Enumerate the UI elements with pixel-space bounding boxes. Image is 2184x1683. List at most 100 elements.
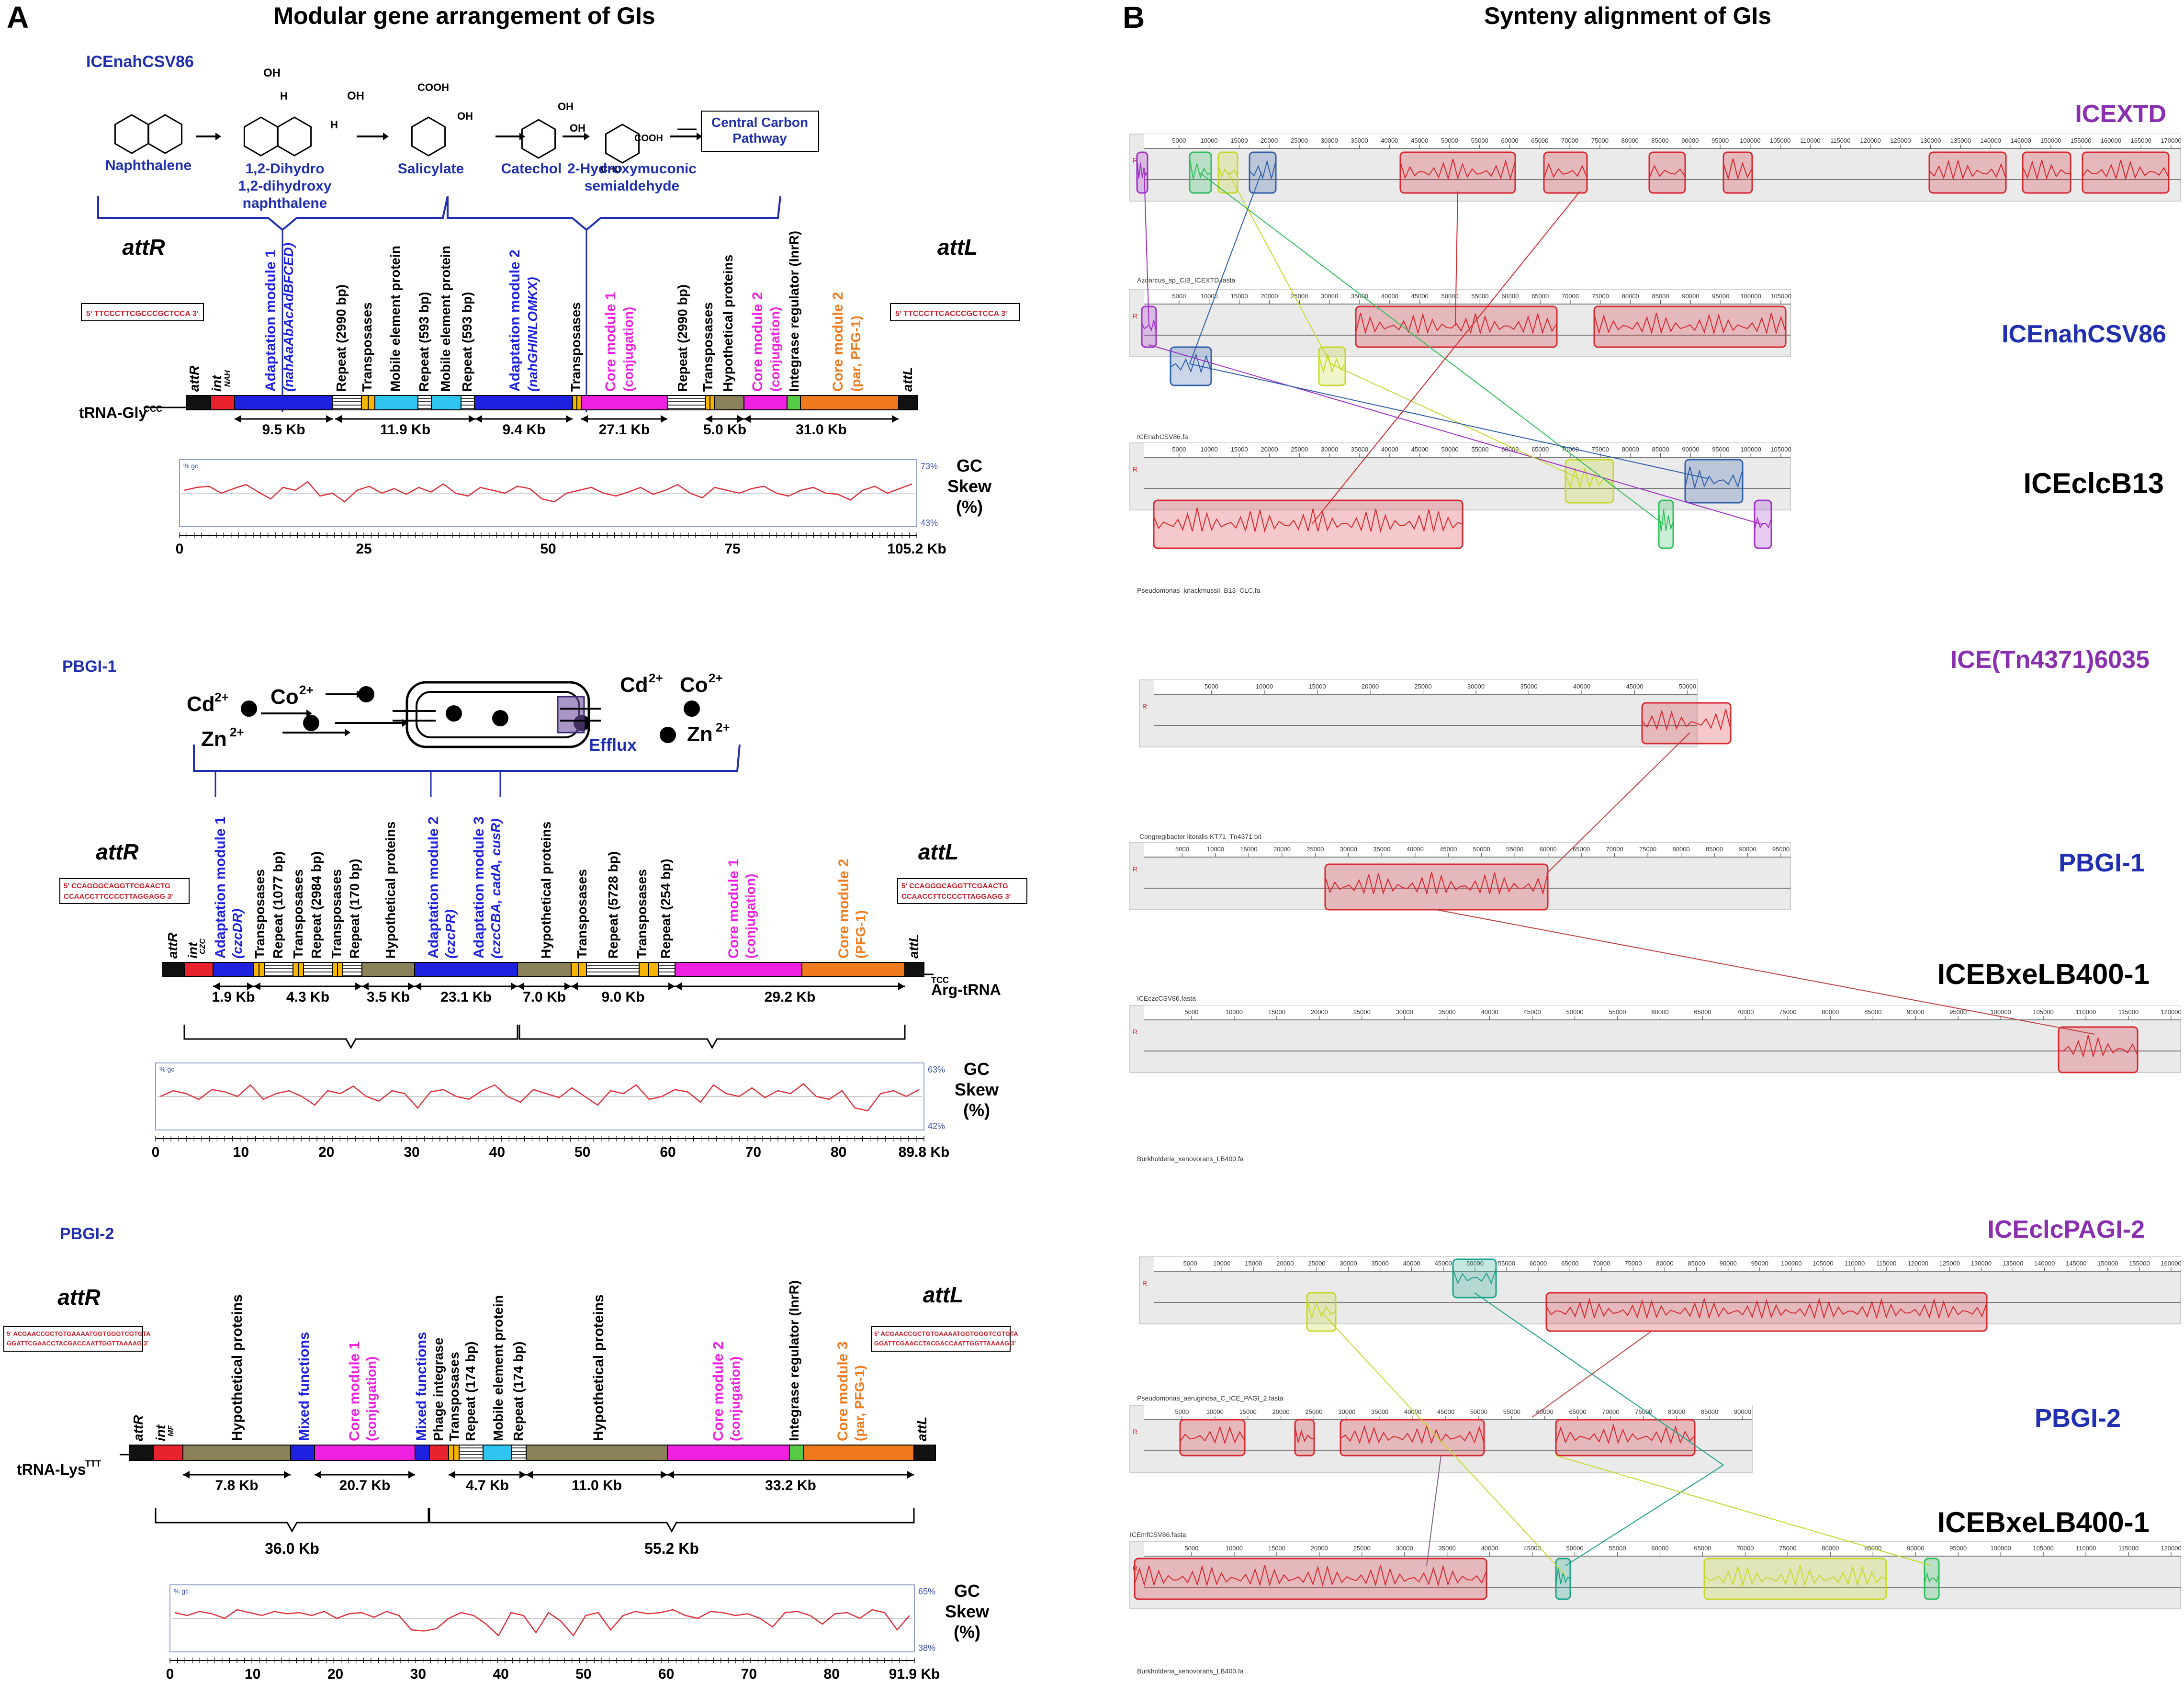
regulator-block bbox=[787, 395, 801, 410]
repeat-block bbox=[264, 962, 293, 977]
ruler-label: 10000 bbox=[1207, 846, 1224, 853]
axis-tick-label: 50 bbox=[574, 1144, 590, 1160]
adaptation-block bbox=[234, 395, 333, 410]
gene-label: Repeat (254 bp) bbox=[658, 859, 673, 959]
arrow-head bbox=[519, 1471, 526, 1479]
arrow-head bbox=[183, 1471, 190, 1479]
lcb-profile bbox=[1400, 158, 1516, 189]
ruler-label: 125000 bbox=[1939, 1260, 1960, 1267]
lcb-profile bbox=[1929, 158, 2006, 189]
atom: CHO bbox=[601, 164, 622, 175]
lcb-profile bbox=[1594, 313, 1786, 343]
gene-label: Mixed functions bbox=[296, 1332, 312, 1441]
gene-label: Core module 1 bbox=[603, 292, 619, 392]
file-label: ICEmfCSV86.fasta bbox=[1130, 1531, 1186, 1538]
gene-label: Core module 2 bbox=[836, 859, 852, 959]
attR-label: attR bbox=[122, 235, 165, 260]
size-label: 31.0 Kb bbox=[796, 422, 847, 438]
ruler-label: 125000 bbox=[1890, 137, 1911, 144]
ruler-bg bbox=[1144, 1405, 1752, 1420]
lcb-red bbox=[1593, 305, 1787, 348]
integrase-block bbox=[153, 1445, 183, 1461]
ruler-label: 150000 bbox=[2040, 137, 2061, 144]
ruler-label: 75000 bbox=[1635, 1408, 1652, 1415]
ruler-label: 85000 bbox=[1652, 446, 1669, 453]
ruler-label: 50000 bbox=[1679, 683, 1696, 690]
arrow-head bbox=[907, 1471, 914, 1479]
ruler-label: 45000 bbox=[1440, 846, 1457, 853]
arrow-head bbox=[306, 710, 312, 717]
attR-seq: 5' CCAGGGCAGGTTCGAACTG bbox=[64, 882, 170, 890]
gene-label: Core module 1 bbox=[347, 1342, 362, 1441]
lcb-red bbox=[1294, 1419, 1315, 1457]
gi-name: PBGI-2 bbox=[60, 1225, 114, 1243]
arrow-head bbox=[345, 729, 350, 736]
size-label: 3.5 Kb bbox=[367, 989, 410, 1005]
gc-max: 63% bbox=[928, 1065, 945, 1074]
size-label: 4.3 Kb bbox=[286, 989, 329, 1005]
gene-label: Adaptation module 2 bbox=[426, 816, 441, 959]
ruler-label: 115000 bbox=[1876, 1260, 1896, 1267]
gene-label: Transposases bbox=[700, 302, 715, 392]
hypothetical-block bbox=[182, 1445, 291, 1461]
core-block bbox=[743, 395, 788, 410]
size-label: 20.7 Kb bbox=[339, 1478, 391, 1493]
axis-tick-label: 91.9 Kb bbox=[889, 1666, 940, 1682]
ruler-label: 5000 bbox=[1184, 1008, 1198, 1016]
integrase-block bbox=[184, 962, 214, 977]
ion: Cd bbox=[187, 692, 215, 716]
arrow-head bbox=[661, 415, 667, 423]
lcb-red-dark bbox=[2058, 1026, 2139, 1073]
panel-letter-a: A bbox=[7, 0, 29, 34]
gc-label: Skew bbox=[947, 476, 992, 496]
gene-label: Transposases bbox=[291, 869, 305, 959]
core-block bbox=[667, 1445, 790, 1461]
lcb-blue bbox=[1684, 459, 1744, 504]
adaptation-block bbox=[213, 962, 254, 977]
atom: OH bbox=[263, 67, 281, 79]
ring bbox=[411, 116, 446, 157]
arrow-head bbox=[362, 983, 369, 990]
ruler-label: 45000 bbox=[1411, 137, 1428, 144]
file-label: Pseudomonas_knackmussii_B13_CLC.fa bbox=[1137, 587, 1261, 594]
ruler-label: 80000 bbox=[1622, 446, 1639, 453]
synteny-link bbox=[1227, 172, 1331, 364]
synteny-link bbox=[1199, 172, 1664, 525]
lcb-blue bbox=[1170, 346, 1212, 386]
ruler-label: 50000 bbox=[1473, 846, 1490, 853]
ruler-label: 45000 bbox=[1411, 446, 1429, 453]
ion-dot bbox=[492, 710, 508, 726]
gc-max: 65% bbox=[918, 1587, 935, 1596]
arrow-head bbox=[408, 1471, 415, 1479]
compound-name: Salicylate bbox=[398, 161, 464, 177]
size-label: 11.9 Kb bbox=[380, 422, 430, 438]
track-handle: R bbox=[1133, 157, 1137, 164]
lcb-profile bbox=[1355, 312, 1557, 343]
attR-label: attR bbox=[57, 1285, 100, 1310]
ruler-label: 40000 bbox=[1404, 1408, 1421, 1415]
att-block bbox=[898, 395, 918, 410]
lcb-profile bbox=[1340, 1423, 1485, 1452]
gene-label: (conjugation) bbox=[728, 1356, 743, 1441]
ion: Co bbox=[680, 673, 708, 697]
lcb-profile bbox=[1546, 1297, 1987, 1327]
ruler-label: 85000 bbox=[1651, 137, 1668, 144]
axis-tick-label: 0 bbox=[166, 1666, 174, 1682]
arrow-head bbox=[675, 983, 682, 990]
trna-sup: TTT bbox=[85, 1459, 101, 1468]
arrow-head bbox=[475, 415, 482, 423]
arrow-head bbox=[383, 133, 389, 140]
ruler-label: 100000 bbox=[1740, 446, 1761, 453]
size-label: 9.0 Kb bbox=[601, 989, 644, 1005]
att-block bbox=[186, 395, 211, 410]
ruler-label: 90000 bbox=[1907, 1008, 1924, 1016]
axis-tick-label: 20 bbox=[318, 1144, 334, 1160]
ruler-label: 65000 bbox=[1531, 293, 1549, 300]
gene-label: (czcCBA, cadA, cusR) bbox=[488, 818, 503, 959]
ruler-label: 40000 bbox=[1381, 137, 1398, 144]
arrow-head bbox=[511, 983, 518, 990]
lcb-profile bbox=[1249, 159, 1276, 189]
atom: H bbox=[330, 119, 338, 131]
gene-label: (czcPR) bbox=[443, 909, 458, 959]
ruler-label: 55000 bbox=[1471, 293, 1488, 300]
